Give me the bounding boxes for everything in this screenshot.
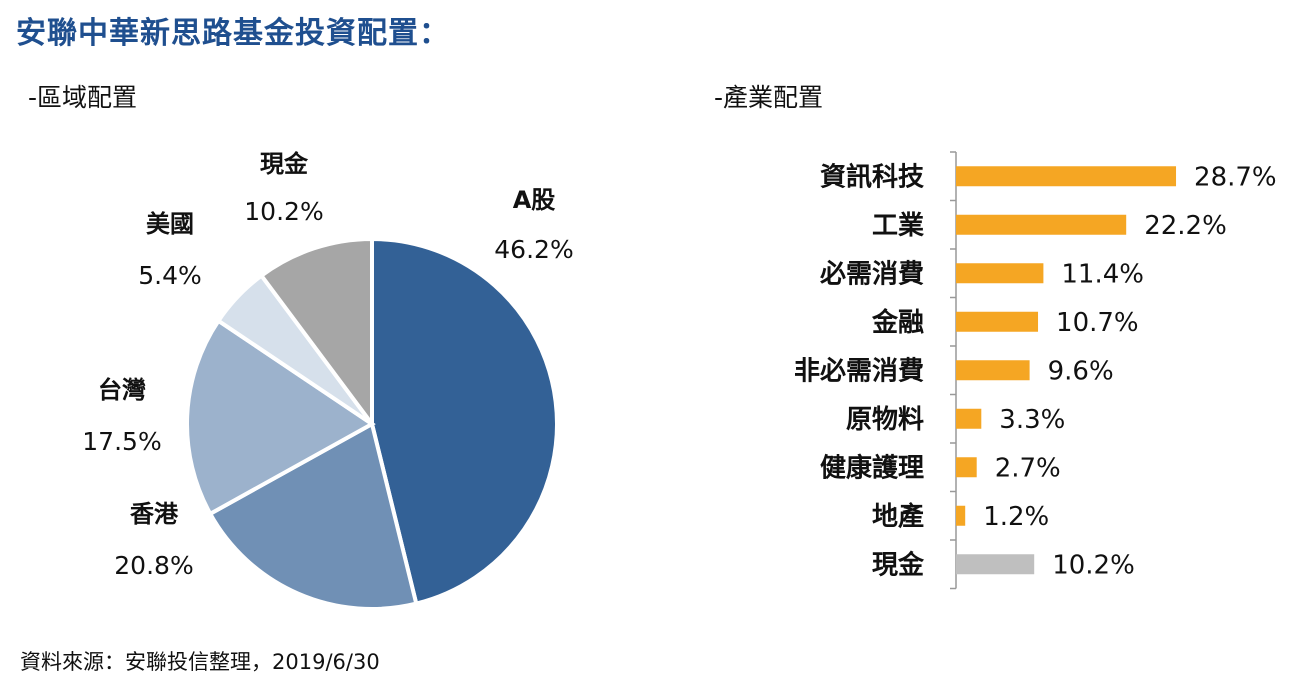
bar-6 [956,408,982,429]
bar-3 [956,263,1044,284]
bar-category-label-9: 現金 [872,549,925,580]
bar-2 [956,214,1127,235]
region-section-title: -區域配置 [28,83,138,112]
bar-7 [956,457,977,478]
bar-5 [956,360,1030,381]
bar-category-label-8: 地產 [872,501,924,532]
bar-value-label-8: 1.2% [983,502,1049,532]
bar-1 [956,166,1177,187]
bar-value-label-9: 10.2% [1052,550,1135,580]
bar-value-label-6: 3.3% [999,405,1065,435]
pie-label-4: 美國 [146,210,194,238]
bar-8 [956,505,966,526]
pie-value-label-4: 5.4% [138,261,202,290]
bar-category-label-5: 非必需消費 [794,356,924,386]
industry-section-title: -產業配置 [714,83,824,112]
bar-category-label-7: 健康護理 [820,452,924,483]
pie-slice-1 [370,236,559,607]
pie-value-label-2: 20.8% [114,551,193,580]
bar-9 [956,554,1035,575]
bar-category-label-4: 金融 [871,307,924,338]
source-note: 資料來源：安聯投信整理，2019/6/30 [20,650,380,674]
bar-category-label-3: 必需消費 [820,259,924,289]
bar-value-label-4: 10.7% [1056,308,1139,338]
pie-label-5: 現金 [260,150,309,178]
pie-value-label-1: 46.2% [494,235,573,264]
industry-bar-chart: 資訊科技 28.7% 工業 22.2% 必需消費 11.4% 金融 10.7% 非必需消費 9.6… [794,151,1277,590]
pie-label-2: 香港 [130,500,179,528]
bar-value-label-7: 2.7% [995,453,1061,483]
bar-value-label-1: 28.7% [1194,162,1277,192]
pie-label-1: A股 [513,186,556,214]
bar-value-label-2: 22.2% [1144,211,1227,241]
pie-slice-3 [185,318,376,517]
bar-value-label-5: 9.6% [1048,356,1114,386]
bar-category-label-2: 工業 [872,211,924,241]
bar-4 [956,311,1039,332]
pie-value-label-3: 17.5% [82,427,161,456]
bar-value-label-3: 11.4% [1061,259,1144,289]
pie-label-3: 台灣 [98,376,146,404]
pie-value-label-5: 10.2% [244,197,323,226]
bar-category-label-6: 原物料 [846,405,924,435]
page-title: 安聯中華新思路基金投資配置： [16,16,450,51]
region-pie-chart: A股 46.2% 香港 20.8% 台灣 17.5% 美國 5.4% 現金 10.2% [82,150,574,611]
pie-slice-5 [258,236,374,431]
bar-category-label-1: 資訊科技 [820,161,924,192]
pie-slice-2 [207,420,419,611]
